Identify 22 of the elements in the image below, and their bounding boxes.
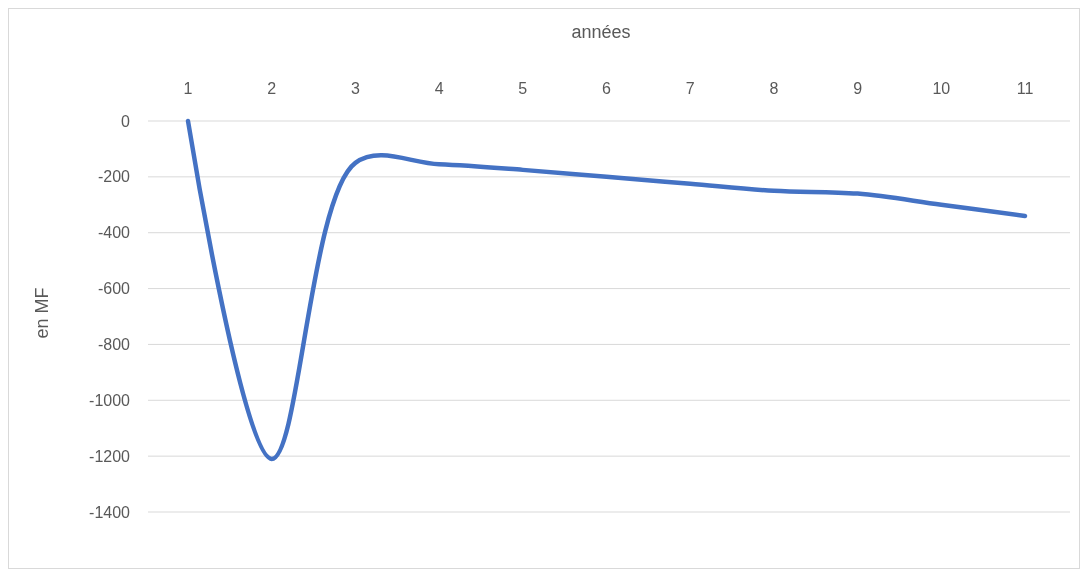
y-tick-label: -1000 [89, 391, 131, 409]
y-tick-label: -200 [97, 168, 131, 186]
x-tick-label: 7 [685, 79, 695, 97]
y-tick-label: -600 [97, 280, 131, 298]
x-tick-label: 11 [1016, 79, 1034, 97]
line-series [185, 118, 1028, 462]
x-axis-title: années [571, 22, 631, 43]
x-tick-label: 6 [602, 79, 612, 97]
y-tick-label: 0 [121, 112, 131, 130]
y-tick-label: -400 [97, 224, 131, 242]
y-tick-label: -1400 [89, 503, 131, 521]
x-tick-label: 1 [183, 79, 193, 97]
x-tick-label: 8 [769, 79, 779, 97]
y-axis-title: en MF [32, 287, 53, 339]
x-tick-label: 9 [853, 79, 863, 97]
y-tick-label: -800 [97, 336, 131, 354]
x-tick-label: 5 [518, 79, 528, 97]
x-tick-label: 10 [932, 79, 951, 97]
x-tick-label: 2 [267, 79, 277, 97]
x-tick-label: 4 [434, 79, 444, 97]
y-tick-label: -1200 [89, 447, 131, 465]
x-tick-label: 3 [350, 79, 360, 97]
